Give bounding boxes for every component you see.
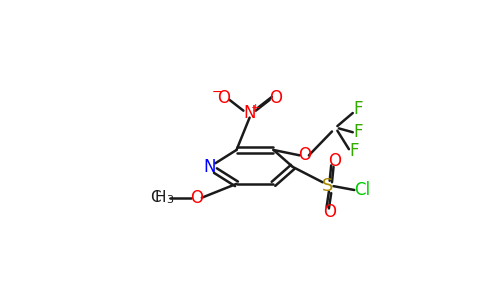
Text: H: H xyxy=(155,190,166,205)
Text: O: O xyxy=(323,202,336,220)
Text: 3: 3 xyxy=(166,195,173,205)
Text: N: N xyxy=(203,158,216,176)
Text: O: O xyxy=(269,88,282,106)
Text: F: F xyxy=(349,142,359,160)
Text: O: O xyxy=(190,189,203,207)
Text: −: − xyxy=(212,86,223,99)
Text: +: + xyxy=(250,103,260,113)
Text: O: O xyxy=(217,88,230,106)
Text: C: C xyxy=(150,190,160,205)
Text: S: S xyxy=(322,177,333,195)
Text: O: O xyxy=(298,146,311,164)
Text: N: N xyxy=(243,104,256,122)
Text: Cl: Cl xyxy=(354,181,370,199)
Text: F: F xyxy=(353,123,363,141)
Text: O: O xyxy=(329,152,342,170)
Text: F: F xyxy=(353,100,363,118)
